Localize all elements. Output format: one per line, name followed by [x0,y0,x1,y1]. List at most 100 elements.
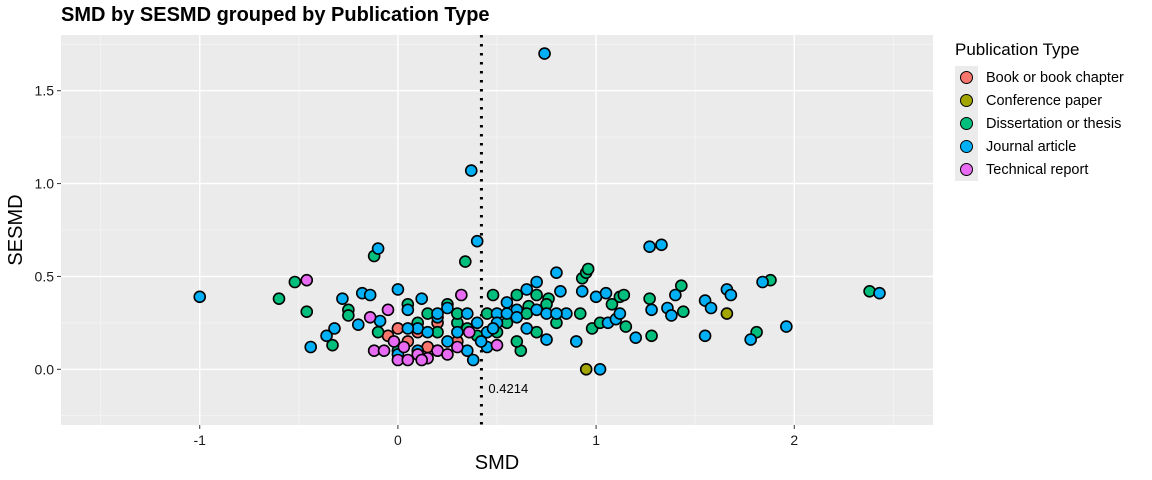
point-dissertation-or-thesis [458,255,472,268]
point-journal-article [724,288,738,302]
point-journal-article [530,275,543,289]
point-technical-report [401,353,415,367]
points-layer [193,47,886,376]
point-journal-article [466,353,480,367]
point-journal-article [554,284,567,298]
point-dissertation-or-thesis [863,284,876,298]
point-dissertation-or-thesis [645,329,658,343]
point-journal-article [575,284,589,298]
point-technical-report [455,288,468,302]
legend-swatch [960,140,973,153]
point-dissertation-or-thesis [510,335,524,348]
point-dissertation-or-thesis [371,325,385,339]
point-journal-article [441,335,454,348]
point-journal-article [510,310,524,324]
legend-key [955,158,978,181]
legend-item-technical-report: Technical report [955,158,1124,181]
axis-layer: -1 0 1 2 0.0 0.5 1.0 1.5 [35,83,799,448]
point-journal-article [421,325,434,339]
point-technical-report [300,273,314,287]
point-dissertation-or-thesis [676,305,690,319]
point-dissertation-or-thesis [486,288,500,302]
x-tick-label: 2 [790,432,798,448]
point-technical-report [490,338,504,352]
reference-line-label: 0.4214 [488,381,528,396]
point-journal-article [401,322,415,335]
legend-label: Book or book chapter [986,69,1124,86]
legend-label: Dissertation or thesis [986,115,1122,132]
legend-swatch [960,94,973,107]
legend-items: Book or book chapter Conference paper Diss… [955,66,1124,181]
point-journal-article [415,292,428,306]
point-journal-article [698,329,712,343]
point-journal-article [451,325,464,339]
point-journal-article [655,238,668,252]
point-journal-article [336,292,349,306]
point-dissertation-or-thesis [605,297,619,311]
point-technical-report [381,303,395,317]
point-dissertation-or-thesis [643,292,656,306]
point-journal-article [550,307,563,320]
legend-label: Conference paper [986,92,1103,109]
point-journal-article [593,362,607,376]
point-technical-report [441,348,454,361]
y-axis-label: SESMD [5,194,27,265]
point-journal-article [665,309,678,322]
point-dissertation-or-thesis [326,338,339,352]
point-technical-report [397,340,411,354]
point-technical-report [363,310,377,324]
legend-swatch [960,117,973,130]
point-technical-report [451,340,464,354]
point-journal-article [520,283,534,296]
point-technical-report [462,325,476,339]
point-journal-article [470,316,484,330]
point-journal-article [744,333,757,346]
point-journal-article [613,307,627,320]
x-axis-label: SMD [475,452,519,474]
legend-label: Technical report [986,161,1089,178]
chart-title: SMD by SESMD grouped by Publication Type [61,4,490,26]
x-tick-label: 1 [592,432,600,448]
y-tick-label: 0.5 [35,268,55,284]
point-journal-article [538,47,551,60]
legend-key [955,112,978,135]
point-dissertation-or-thesis [530,288,543,302]
point-journal-article [550,266,563,280]
point-dissertation-or-thesis [675,279,688,293]
y-tick-label: 1.0 [35,176,55,192]
point-journal-article [304,340,318,354]
point-journal-article [401,303,415,317]
x-tick-label: 0 [394,432,402,448]
point-journal-article [363,288,377,302]
point-journal-article [540,333,553,346]
point-dissertation-or-thesis [300,305,314,319]
point-technical-report [387,335,401,348]
legend-swatch [960,163,973,176]
point-journal-article [328,322,341,335]
point-journal-article [470,234,484,248]
reference-line-layer: 0.4214 [479,35,528,425]
point-dissertation-or-thesis [288,275,302,289]
legend-item-book-or-book-chapter: Book or book chapter [955,66,1124,89]
legend-key [955,135,978,158]
point-journal-article [391,283,405,296]
x-tick-label: -1 [194,432,207,448]
legend-item-journal-article: Journal article [955,135,1124,158]
point-journal-article [371,242,385,255]
legend: Publication Type Book or book chapter Con… [955,40,1124,181]
point-journal-article [704,301,718,315]
point-dissertation-or-thesis [619,320,633,333]
point-journal-article [320,329,333,343]
point-journal-article [599,286,613,300]
point-journal-article [780,320,793,333]
legend-key [955,66,978,89]
point-dissertation-or-thesis [342,309,355,322]
point-journal-article [460,307,474,320]
point-journal-article [193,290,207,304]
point-technical-report [415,353,428,367]
legend-item-conference-paper: Conference paper [955,89,1124,112]
point-journal-article [645,303,658,317]
point-dissertation-or-thesis [573,307,587,320]
y-tick-label: 1.5 [35,83,55,99]
